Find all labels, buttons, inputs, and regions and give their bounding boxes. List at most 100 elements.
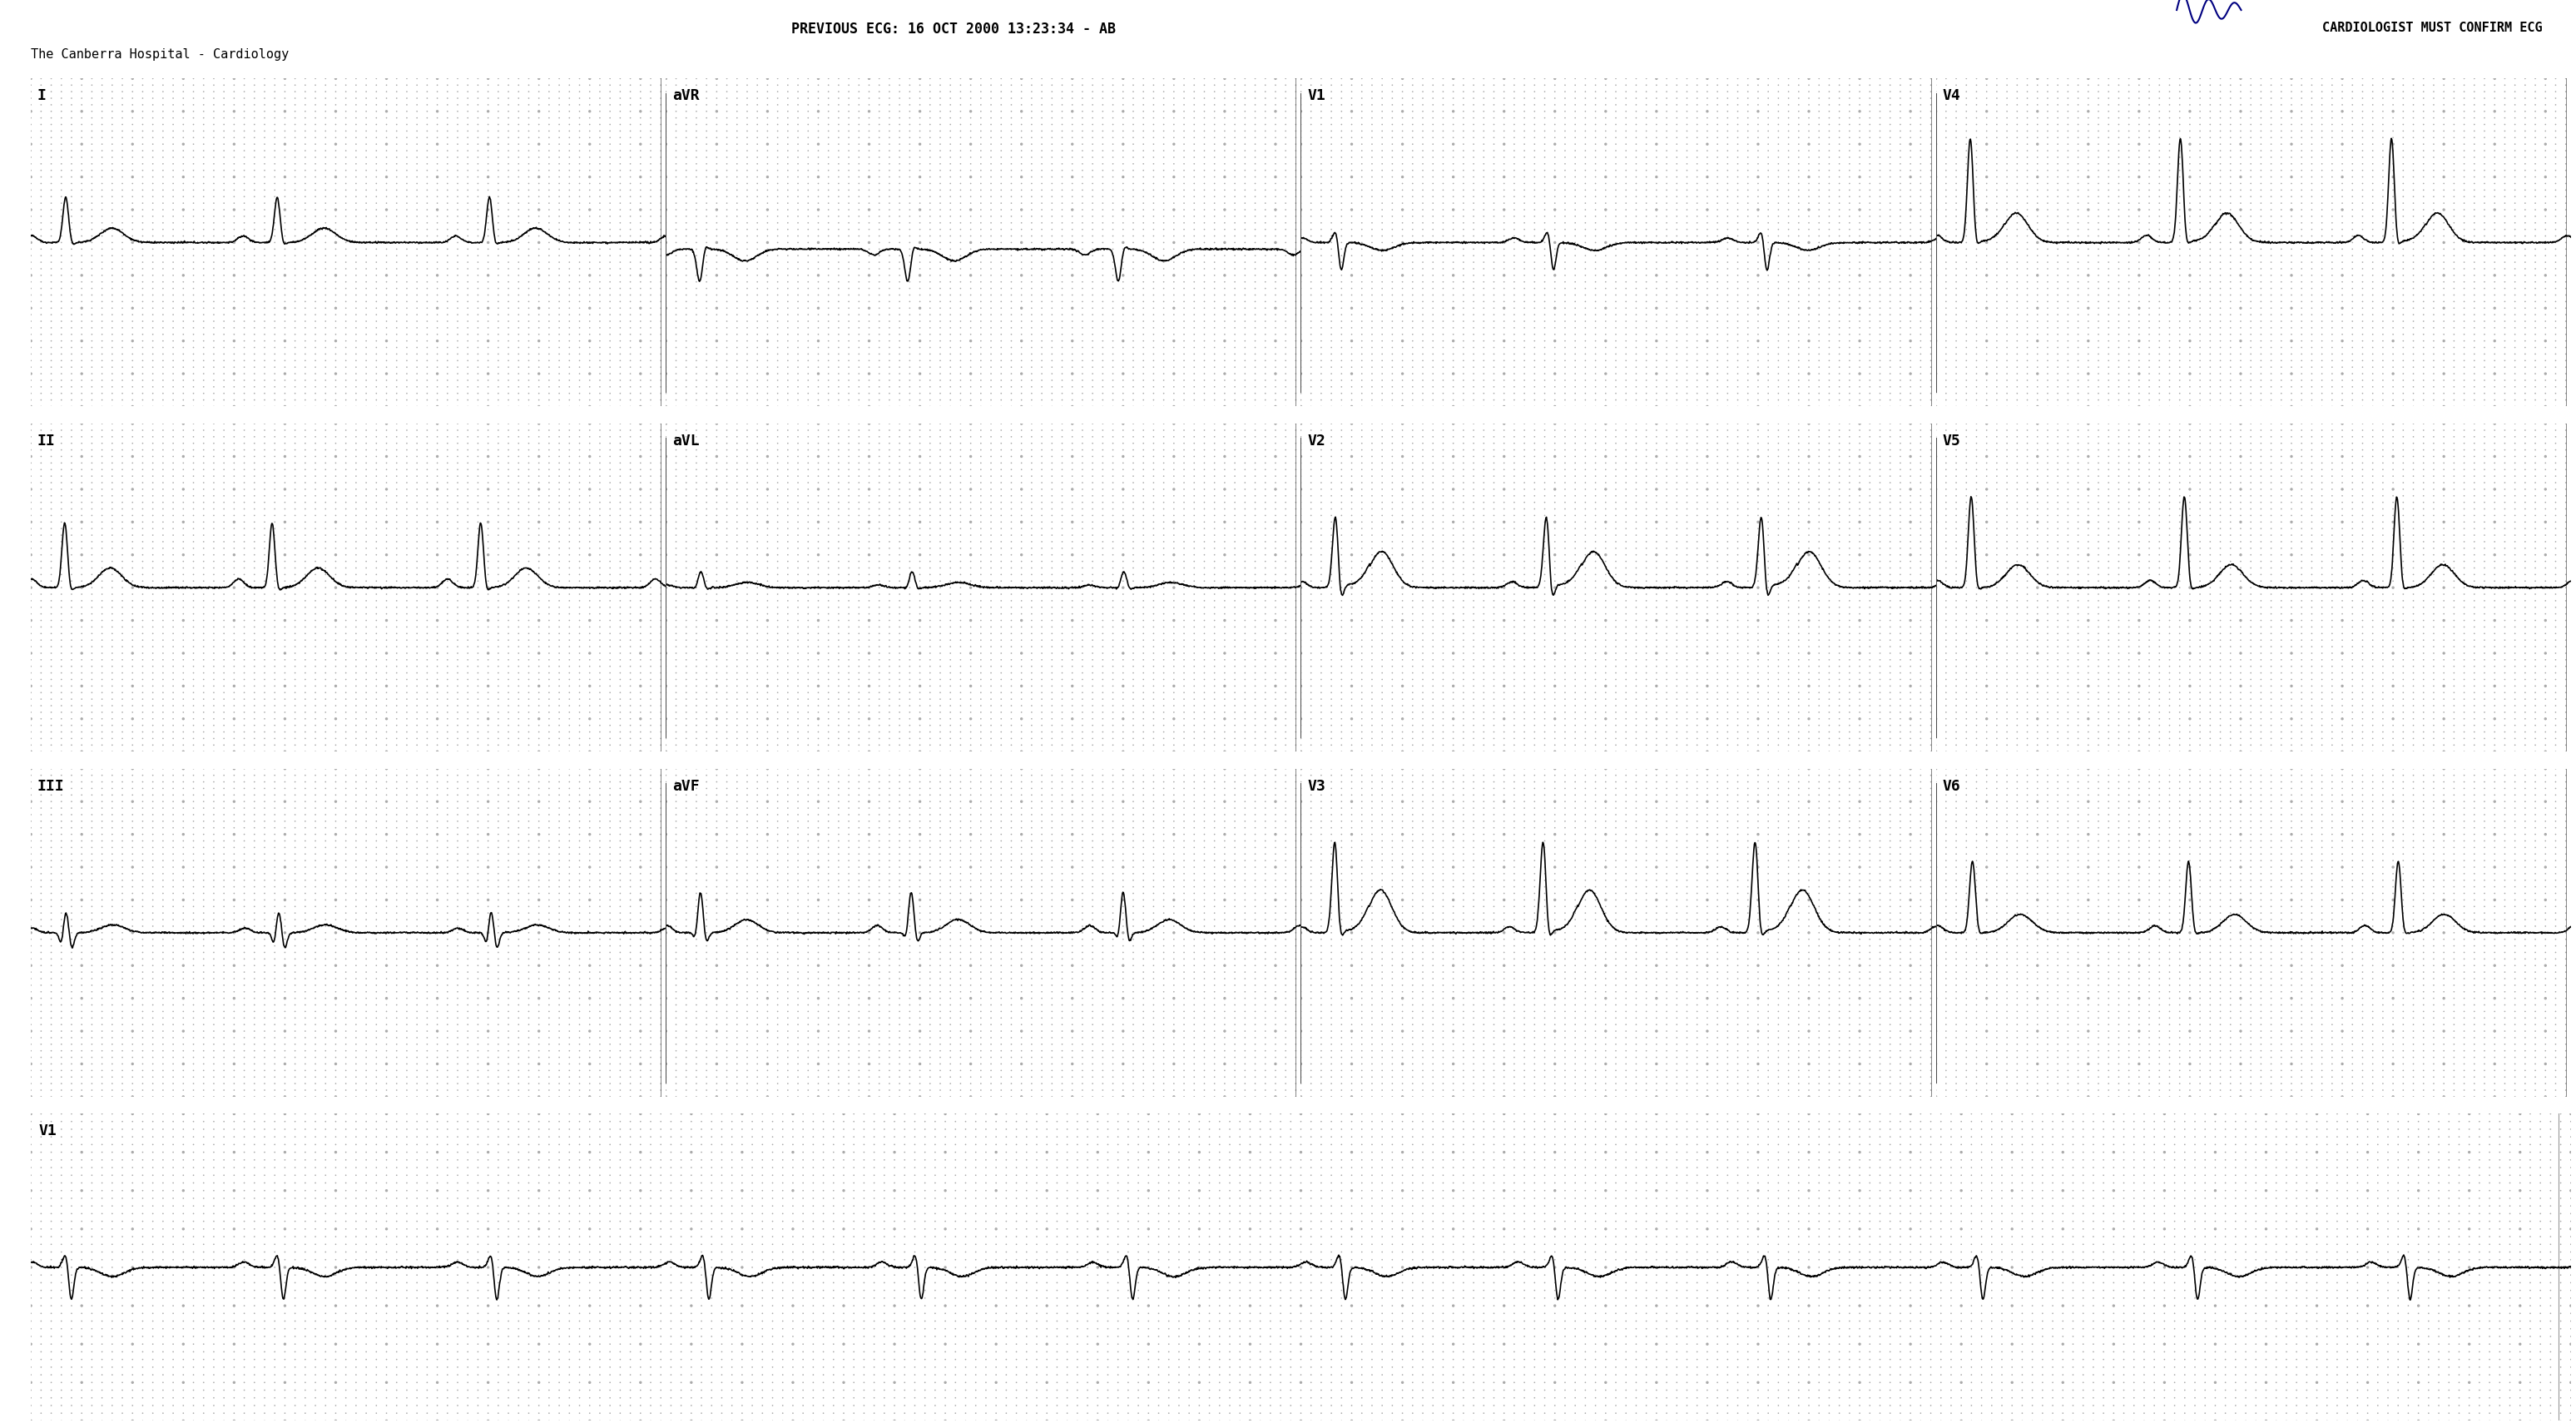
Point [2272, 563, 2313, 585]
Point [1646, 1007, 1687, 1030]
Point [2403, 974, 2445, 997]
Point [245, 1279, 286, 1302]
Point [183, 1118, 224, 1141]
Point [2473, 934, 2514, 957]
Point [2190, 504, 2231, 527]
Point [675, 1065, 716, 1088]
Point [41, 628, 82, 651]
Point [1175, 166, 1216, 188]
Point [1123, 1072, 1164, 1095]
Point [2190, 350, 2231, 373]
Point [345, 356, 386, 378]
Point [276, 1325, 317, 1348]
Point [173, 133, 214, 156]
Point [914, 1148, 956, 1171]
Point [930, 517, 971, 540]
Point [2069, 901, 2110, 924]
Point [1381, 251, 1422, 274]
Point [1422, 343, 1463, 366]
Point [2221, 868, 2262, 891]
Point [1788, 1118, 1829, 1141]
Point [214, 290, 255, 313]
Point [1546, 277, 1587, 300]
Point [152, 615, 193, 638]
Point [2169, 608, 2210, 631]
Point [407, 1402, 448, 1425]
Point [448, 1118, 489, 1141]
Point [2048, 297, 2089, 320]
Point [2169, 330, 2210, 353]
Point [631, 797, 672, 820]
Point [1239, 1355, 1280, 1378]
Point [1010, 218, 1051, 241]
Point [2414, 850, 2455, 873]
Point [376, 1007, 417, 1030]
Point [2200, 350, 2241, 373]
Point [1605, 257, 1646, 280]
Point [528, 1148, 569, 1171]
Point [971, 915, 1012, 938]
Point [355, 478, 397, 501]
Point [386, 734, 428, 757]
Point [1788, 186, 1829, 208]
Point [121, 674, 162, 697]
Point [417, 1371, 459, 1394]
Point [1747, 908, 1788, 931]
Point [2483, 830, 2524, 853]
Point [1164, 277, 1206, 300]
Point [2434, 817, 2476, 840]
Point [1224, 1032, 1265, 1055]
Point [778, 1007, 819, 1030]
Point [2362, 218, 2403, 241]
Point [1736, 563, 1777, 585]
Point [121, 1132, 162, 1155]
Point [894, 1194, 935, 1217]
Point [1321, 707, 1363, 730]
Point [580, 928, 621, 951]
Point [1244, 1060, 1285, 1082]
Point [696, 458, 737, 481]
Point [1401, 381, 1443, 404]
Point [2017, 544, 2058, 567]
Point [397, 661, 438, 684]
Point [1850, 803, 1891, 825]
Point [417, 1141, 459, 1164]
Point [1976, 504, 2017, 527]
Point [538, 396, 580, 418]
Point [1919, 1364, 1960, 1387]
Point [665, 224, 706, 247]
Point [1656, 1171, 1698, 1194]
Point [100, 1279, 142, 1302]
Point [1986, 868, 2027, 891]
Point [224, 707, 265, 730]
Point [1149, 1118, 1190, 1141]
Point [1082, 843, 1123, 865]
Point [2017, 491, 2058, 514]
Point [580, 1287, 621, 1309]
Point [611, 623, 652, 645]
Point [497, 1264, 538, 1287]
Point [1185, 797, 1226, 820]
Point [1097, 1110, 1139, 1132]
Point [528, 1210, 569, 1232]
Point [538, 517, 580, 540]
Point [428, 418, 469, 441]
Point [1249, 1394, 1291, 1417]
Point [1275, 714, 1316, 737]
Point [2174, 1171, 2215, 1194]
Point [2524, 343, 2566, 366]
Point [878, 537, 920, 560]
Point [376, 1072, 417, 1095]
Point [1020, 336, 1061, 358]
Point [742, 1294, 783, 1317]
Point [2460, 1148, 2501, 1171]
Point [611, 1257, 652, 1279]
Point [1030, 497, 1072, 520]
Point [1193, 464, 1234, 487]
Point [1595, 648, 1636, 671]
Point [152, 1032, 193, 1055]
Point [1996, 603, 2038, 625]
Point [417, 140, 459, 163]
Point [909, 224, 951, 247]
Point [304, 497, 345, 520]
